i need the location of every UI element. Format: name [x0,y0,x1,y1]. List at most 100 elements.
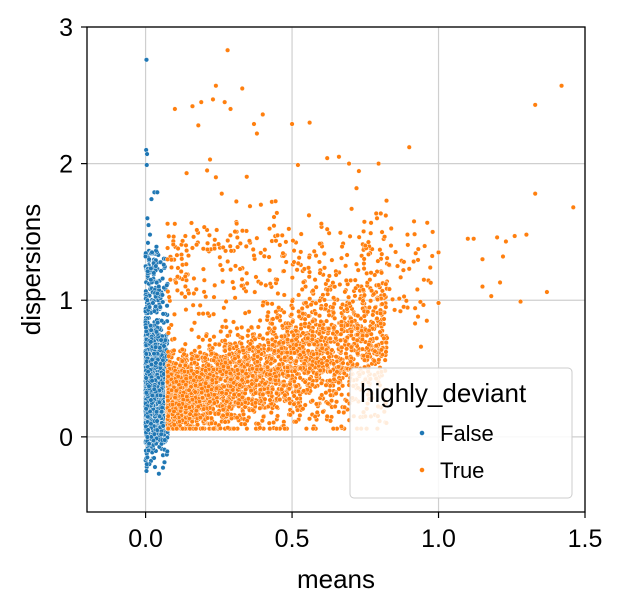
data-point-true [280,371,286,377]
data-point-false [161,459,168,465]
data-point-true [192,320,198,326]
data-point-true [165,245,171,251]
data-point-true [286,226,292,232]
data-point-false [146,441,152,447]
data-point-true [191,290,197,297]
data-point-true [325,277,331,283]
data-point-false [148,361,154,368]
data-point-false [153,263,159,269]
data-point-false [147,304,153,310]
data-point-false [144,461,150,467]
data-point-true [197,349,203,356]
data-point-true [244,270,250,276]
data-point-true [200,337,206,343]
data-point-true [306,212,312,218]
data-point-false [145,369,151,375]
data-point-false [149,357,155,363]
data-point-false [161,343,167,349]
data-point-true [346,294,352,300]
data-point-true [332,315,338,321]
data-point-true [218,328,224,334]
data-point-true [171,311,177,317]
data-point-false [158,337,164,343]
data-point-false [157,361,164,367]
data-point-true [165,289,171,295]
data-point-true [268,410,274,416]
data-point-true [359,346,365,352]
data-point-true [279,232,285,238]
data-point-false [156,471,162,477]
data-point-false [151,455,157,461]
data-point-false [155,320,161,326]
data-point-true [286,396,292,402]
data-point-false [145,240,151,246]
data-point-false [147,232,153,238]
data-point-true [307,376,313,382]
data-point-false [151,386,157,392]
data-point-true [374,335,380,341]
data-point-true [244,426,250,432]
data-point-true [376,161,382,167]
data-point-true [302,379,308,385]
data-point-true [191,234,197,240]
data-point-false [149,378,155,384]
data-point-true [239,276,245,282]
data-point-true [244,174,250,180]
data-point-true [364,332,370,339]
data-point-false [154,189,160,195]
data-point-true [297,375,303,381]
data-point-false [153,329,159,335]
data-point-false [159,292,165,298]
data-point-true [355,351,361,357]
data-point-false [164,282,170,288]
data-point-true [166,325,172,331]
data-point-true [303,426,309,432]
data-point-true [227,329,233,335]
data-point-false [164,448,170,454]
data-point-true [219,267,225,273]
data-point-true [238,341,244,347]
data-point-false [150,300,156,306]
data-point-false [154,409,160,415]
data-point-false [145,447,152,454]
data-point-true [189,327,195,333]
data-point-true [362,318,368,324]
data-point-false [144,215,150,221]
data-point-true [226,351,232,357]
data-point-true [382,357,388,363]
data-point-false [164,303,170,309]
data-point-true [373,210,379,216]
data-point-false [152,464,158,470]
data-point-true [331,361,337,367]
data-point-false [148,196,154,202]
data-point-true [212,237,218,243]
data-point-false [143,468,149,474]
data-point-false [143,147,149,153]
data-point-false [160,380,166,386]
data-point-false [158,268,164,274]
data-point-false [157,345,163,351]
data-point-false [148,265,154,271]
data-point-true [317,298,323,304]
data-point-true [338,337,344,343]
data-point-false [151,308,157,314]
data-point-true [211,334,217,340]
data-point-false [162,437,168,443]
data-point-true [211,311,217,317]
data-point-true [223,298,229,305]
data-point-true [372,305,378,311]
data-point-false [160,423,166,429]
data-point-true [201,277,207,283]
data-point-true [239,228,245,234]
data-point-true [318,305,324,311]
data-point-false [158,431,164,437]
data-point-true [165,330,171,336]
data-point-false [143,375,149,381]
data-point-true [329,347,335,353]
data-point-true [270,316,276,322]
data-point-true [207,337,213,343]
data-point-false [153,344,159,350]
data-point-true [179,290,185,296]
data-point-false [154,290,160,296]
